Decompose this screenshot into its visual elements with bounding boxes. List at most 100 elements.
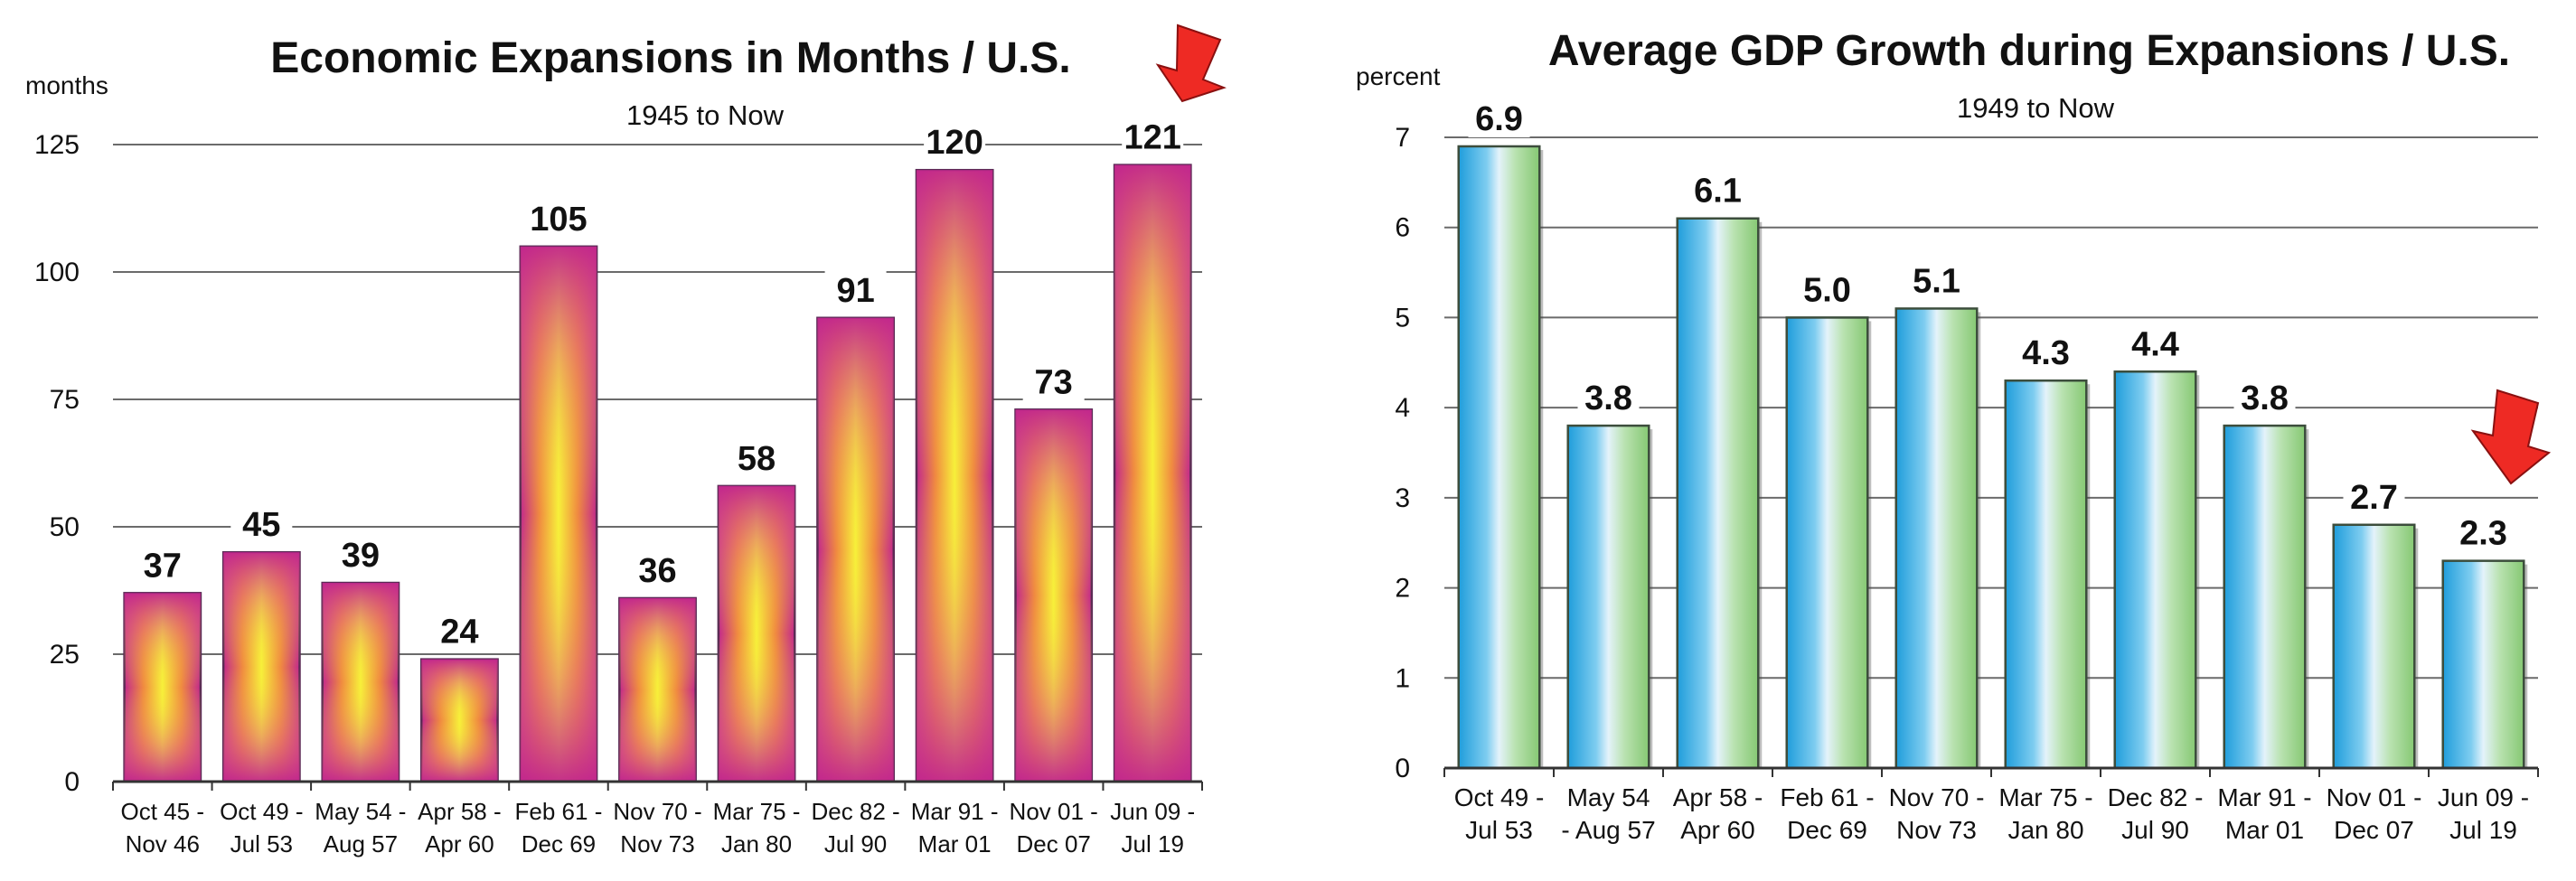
chart-title: Average GDP Growth during Expansions / U… xyxy=(1548,27,2510,75)
y-axis-ticks: 0 25 50 75 100 125 xyxy=(34,130,80,797)
x-tick-label: Nov 46 xyxy=(126,830,200,858)
x-tick-label: Mar 75 - xyxy=(1998,783,2092,811)
y-tick-label: 100 xyxy=(34,258,80,287)
x-axis xyxy=(112,780,1203,791)
x-tick-label: Nov 73 xyxy=(620,830,694,858)
data-label-background xyxy=(230,505,293,544)
x-tick-label: Mar 91 - xyxy=(2217,783,2311,811)
data-labels: 6.9 3.8 6.1 5.0 5.1 4.3 4.4 3.8 2.7 2.3 xyxy=(1468,98,2515,553)
x-tick-label: Nov 70 - xyxy=(1889,783,1985,811)
x-axis xyxy=(1443,766,2539,777)
x-tick-label: Jul 19 xyxy=(2449,816,2517,844)
x-tick-label: Oct 49 - xyxy=(1454,783,1545,811)
x-tick-label: Dec 82 - xyxy=(811,798,899,825)
y-tick-label: 1 xyxy=(1395,663,1410,693)
x-tick-label: Apr 60 xyxy=(1680,816,1755,844)
bar-shading xyxy=(619,597,696,782)
data-label-background xyxy=(2233,379,2296,417)
bar-shading xyxy=(817,317,894,782)
chart-subtitle: 1945 to Now xyxy=(626,99,785,131)
x-axis-labels: Oct 49 - Jul 53 May 54 - Aug 57 Apr 58 - Apr … xyxy=(1454,783,2529,844)
x-tick-label: Nov 01 - xyxy=(1010,798,1098,825)
x-tick-label: Oct 45 - xyxy=(121,798,204,825)
data-label: 4.3 xyxy=(2022,334,2070,372)
y-tick-label: 7 xyxy=(1395,123,1410,153)
y-axis-unit-label: months xyxy=(25,71,108,99)
data-label: 5.1 xyxy=(1913,262,1960,300)
bar xyxy=(1676,217,1760,770)
y-tick-label: 25 xyxy=(50,640,80,670)
data-labels: 37 45 39 24 105 36 58 91 120 73 121 xyxy=(131,117,1184,651)
red-arrow-annotation xyxy=(1155,23,1227,103)
data-label: 58 xyxy=(738,440,776,478)
gdp-growth-chart: Average GDP Growth during Expansions / U… xyxy=(1356,27,2552,844)
x-axis-labels: Oct 45 - Nov 46 Oct 49 - Jul 53 May 54 - Aug … xyxy=(121,798,1196,858)
bar-shading xyxy=(1114,164,1191,782)
x-tick-label: Feb 61 - xyxy=(1780,783,1874,811)
data-label: 121 xyxy=(1124,119,1181,157)
data-label: 6.9 xyxy=(1475,100,1523,138)
data-label-background xyxy=(924,123,986,162)
data-label: 5.0 xyxy=(1803,271,1851,309)
data-label: 3.8 xyxy=(2241,380,2289,417)
x-tick-label: Jun 09 - xyxy=(2438,783,2529,811)
bar-shading xyxy=(1015,409,1092,782)
bars xyxy=(123,164,1192,783)
data-label-background xyxy=(1122,117,1184,156)
x-tick-label: Dec 69 xyxy=(522,830,596,858)
data-label-background xyxy=(824,270,887,309)
chart-subtitle: 1949 to Now xyxy=(1957,92,2115,124)
data-label-background xyxy=(527,199,589,238)
data-label: 73 xyxy=(1035,363,1073,401)
data-label: 37 xyxy=(144,547,182,585)
x-tick-label: Dec 07 xyxy=(1016,830,1090,858)
x-tick-label: Apr 60 xyxy=(425,830,494,858)
data-label: 24 xyxy=(440,614,478,651)
x-tick-label: Jul 90 xyxy=(2121,816,2189,844)
bar-shading xyxy=(916,170,993,782)
data-label: 45 xyxy=(242,506,280,544)
x-tick-label: Jan 80 xyxy=(721,830,792,858)
data-label-background xyxy=(2124,324,2186,363)
bar-shading xyxy=(718,485,795,782)
y-tick-label: 125 xyxy=(34,130,80,160)
y-tick-label: 0 xyxy=(64,767,80,797)
x-tick-label: Dec 07 xyxy=(2334,816,2414,844)
data-label-background xyxy=(626,550,689,589)
data-label: 2.7 xyxy=(2350,479,2398,517)
x-tick-label: Dec 69 xyxy=(1787,816,1867,844)
bar xyxy=(1457,145,1541,770)
data-label: 2.3 xyxy=(2459,515,2507,553)
data-label-background xyxy=(1468,98,1530,137)
data-label: 91 xyxy=(836,272,874,310)
x-tick-label: Jun 09 - xyxy=(1110,798,1195,825)
x-tick-label: Jan 80 xyxy=(2007,816,2083,844)
data-label-background xyxy=(1687,171,1749,210)
y-axis-ticks: 0 1 2 3 4 5 6 7 xyxy=(1395,123,1410,783)
y-tick-label: 4 xyxy=(1395,393,1410,423)
data-label: 36 xyxy=(638,552,676,590)
data-label-background xyxy=(131,546,193,585)
data-label-background xyxy=(1022,362,1085,401)
data-label: 105 xyxy=(530,201,587,239)
x-tick-label: Nov 70 - xyxy=(613,798,701,825)
bar-shading xyxy=(520,246,597,782)
data-label-background xyxy=(2343,477,2405,516)
chart-title: Economic Expansions in Months / U.S. xyxy=(270,34,1070,82)
x-tick-label: Nov 01 - xyxy=(2327,783,2422,811)
y-tick-label: 2 xyxy=(1395,574,1410,604)
y-tick-label: 5 xyxy=(1395,303,1410,333)
data-label: 6.1 xyxy=(1694,173,1742,211)
x-tick-label: Nov 73 xyxy=(1896,816,1977,844)
data-label-background xyxy=(1577,379,1640,417)
data-label: 4.4 xyxy=(2131,325,2179,363)
bars xyxy=(1457,145,2528,770)
y-tick-label: 0 xyxy=(1395,754,1410,783)
data-label-background xyxy=(428,612,491,651)
bar-shading xyxy=(421,659,498,782)
bar xyxy=(2223,424,2307,770)
y-axis-unit-label: percent xyxy=(1356,62,1441,90)
bar-shading xyxy=(223,552,300,782)
bar-shading xyxy=(124,593,201,782)
